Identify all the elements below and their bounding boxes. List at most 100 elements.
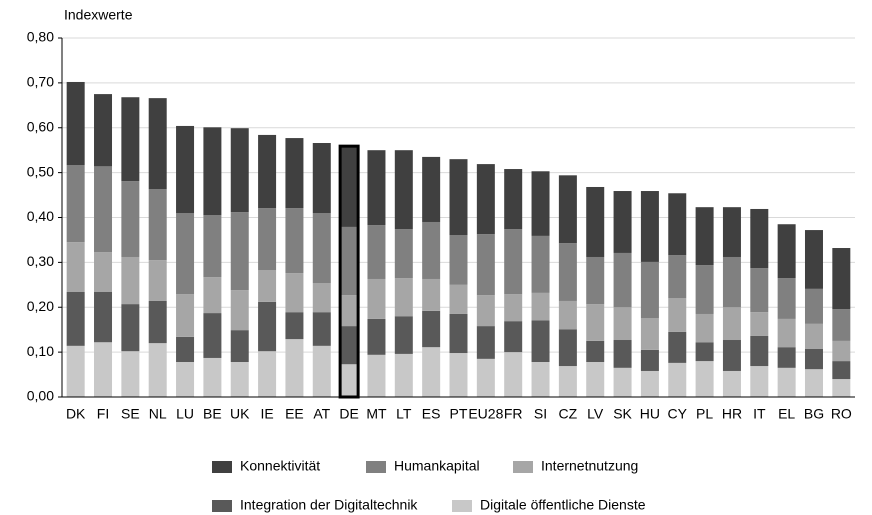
y-tick-label: 0,00 [27, 388, 54, 404]
bar-segment [476, 164, 495, 235]
bar-segment [148, 98, 167, 190]
bar-segment [722, 207, 741, 257]
bar-segment [832, 248, 851, 310]
bar-segment [531, 292, 550, 321]
x-tick-label: SI [534, 406, 547, 422]
y-tick-label: 0,20 [27, 298, 54, 314]
bar-segment [613, 340, 632, 368]
x-tick-label: HU [640, 406, 660, 422]
bar-segment [203, 277, 222, 314]
bar-segment [722, 370, 741, 397]
y-tick-label: 0,50 [27, 163, 54, 179]
legend-label: Internetnutzung [541, 458, 638, 474]
legend-swatch [366, 461, 386, 473]
bar-segment [476, 295, 495, 327]
bar-segment [203, 127, 222, 216]
bar-segment [449, 159, 468, 236]
bar-segment [394, 278, 413, 317]
x-tick-label: EU28 [468, 406, 503, 422]
legend-swatch [212, 500, 232, 512]
bar-segment [422, 310, 441, 348]
bar-segment [777, 318, 796, 348]
bar-segment [340, 146, 359, 227]
bar-segment [258, 134, 277, 209]
bar-segment [722, 256, 741, 308]
bar-segment [66, 164, 85, 243]
bar-segment [750, 366, 769, 397]
x-tick-label: MT [366, 406, 387, 422]
bar-segment [94, 252, 113, 292]
bar-segment [285, 339, 304, 397]
bar-segment [586, 256, 605, 305]
x-tick-label: BE [203, 406, 222, 422]
bar-segment [230, 330, 249, 362]
bar-segment [121, 304, 140, 352]
y-tick-label: 0,40 [27, 208, 54, 224]
bar-segment [640, 318, 659, 350]
bar-segment [422, 221, 441, 279]
bar-segment [613, 307, 632, 341]
bar-segment [312, 345, 331, 397]
bar-segment [558, 329, 577, 367]
bar-segment [777, 347, 796, 368]
bar-segment [750, 268, 769, 313]
x-tick-label: EL [778, 406, 795, 422]
bar-segment [312, 283, 331, 313]
bar-segment [777, 224, 796, 279]
x-tick-label: PL [696, 406, 713, 422]
bar-segment [586, 186, 605, 257]
x-tick-label: IE [260, 406, 273, 422]
x-tick-label: AT [313, 406, 330, 422]
y-tick-label: 0,80 [27, 29, 54, 45]
bar-segment [586, 340, 605, 362]
bar-segment [312, 143, 331, 214]
bar-segment [258, 301, 277, 352]
bar-segment [586, 361, 605, 397]
bar-segment [750, 335, 769, 367]
bar-segment [504, 321, 523, 353]
x-tick-label: BG [804, 406, 824, 422]
bar-segment [613, 191, 632, 253]
bar-segment [203, 215, 222, 278]
x-tick-label: RO [831, 406, 852, 422]
bar-segment [94, 94, 113, 167]
y-tick-label: 0,30 [27, 253, 54, 269]
bar-segment [121, 181, 140, 257]
bar-segment [558, 300, 577, 330]
bar-segment [668, 298, 687, 332]
bar-segment [148, 300, 167, 344]
bar-segment [121, 256, 140, 305]
bar-segment [832, 340, 851, 362]
bar-segment [94, 166, 113, 253]
bar-segment [422, 156, 441, 222]
bar-segment [804, 369, 823, 397]
bar-segment [531, 171, 550, 236]
bar-segment [531, 235, 550, 293]
bar-segment [640, 191, 659, 262]
bar-segment [367, 278, 386, 319]
bar-segment [422, 347, 441, 397]
bar-segment [695, 265, 714, 314]
legend-label: Integration der Digitaltechnik [240, 497, 418, 513]
bar-segment [394, 353, 413, 397]
x-tick-label: LV [587, 406, 604, 422]
bar-segment [504, 229, 523, 295]
bar-segment [312, 312, 331, 346]
bar-segment [394, 229, 413, 279]
legend-label: Konnektivität [240, 458, 320, 474]
bar-segment [476, 234, 495, 296]
bar-segment [340, 226, 359, 296]
bar-segment [66, 81, 85, 165]
bar-segment [121, 97, 140, 182]
bar-segment [476, 326, 495, 359]
bar-segment [640, 261, 659, 319]
bar-segment [230, 212, 249, 291]
bar-segment [203, 357, 222, 397]
x-tick-label: ES [422, 406, 441, 422]
bar-segment [66, 345, 85, 397]
bar-segment [668, 331, 687, 363]
bar-segment [668, 362, 687, 397]
bar-segment [367, 318, 386, 355]
bar-segment [422, 278, 441, 311]
